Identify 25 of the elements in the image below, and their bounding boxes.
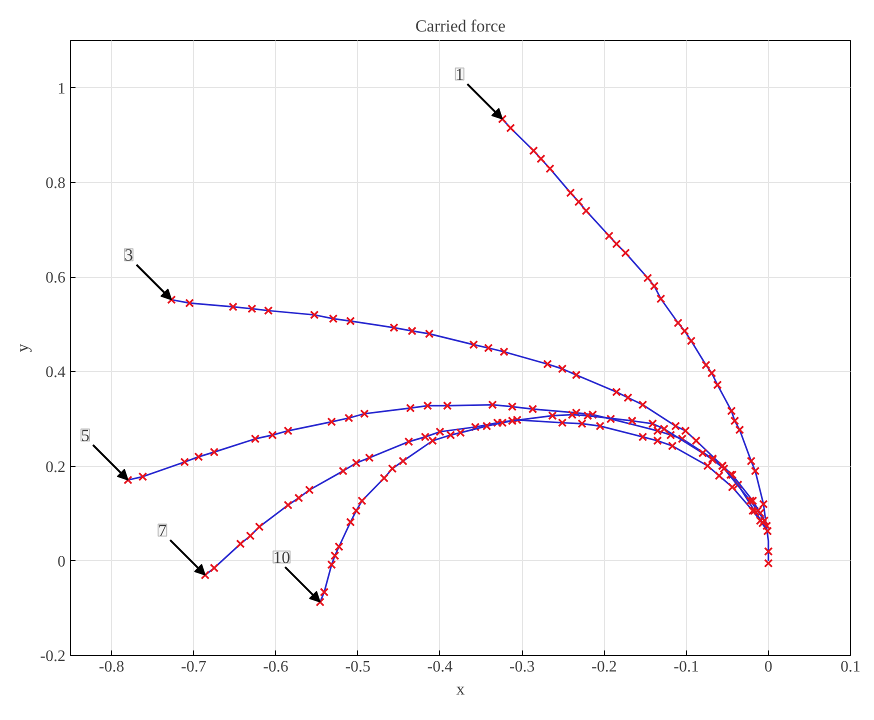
y-axis-title: y bbox=[13, 343, 32, 352]
y-tick-label: 0.4 bbox=[46, 364, 66, 382]
y-tick-label: 0 bbox=[58, 553, 66, 570]
chart-title: Carried force bbox=[415, 16, 506, 36]
x-axis-title: x bbox=[456, 680, 466, 698]
x-tick-label: -0.3 bbox=[509, 658, 535, 676]
annotation: 10 bbox=[273, 548, 290, 568]
y-tick-label: 0.8 bbox=[46, 174, 66, 192]
y-tick-label: 0.6 bbox=[46, 270, 66, 287]
annotation: 1 bbox=[455, 65, 464, 84]
x-tick-label: 0.1 bbox=[840, 658, 860, 676]
x-tick-label: -0.2 bbox=[592, 658, 617, 676]
annotation: 3 bbox=[124, 246, 133, 265]
x-tick-label: -0.4 bbox=[427, 658, 453, 676]
y-tick-label: -0.2 bbox=[40, 648, 66, 665]
x-tick-label: -0.1 bbox=[674, 658, 699, 676]
x-tick-label: -0.7 bbox=[180, 658, 206, 676]
x-tick-label: -0.6 bbox=[263, 658, 288, 676]
x-tick-label: -0.5 bbox=[345, 658, 371, 676]
y-tick-label: 1 bbox=[58, 80, 66, 98]
x-tick-label: 0 bbox=[764, 658, 772, 676]
x-tick-label: -0.8 bbox=[98, 658, 124, 676]
annotation: 7 bbox=[158, 521, 168, 540]
annotation: 5 bbox=[80, 426, 90, 445]
y-tick-label: 0.2 bbox=[46, 458, 66, 476]
